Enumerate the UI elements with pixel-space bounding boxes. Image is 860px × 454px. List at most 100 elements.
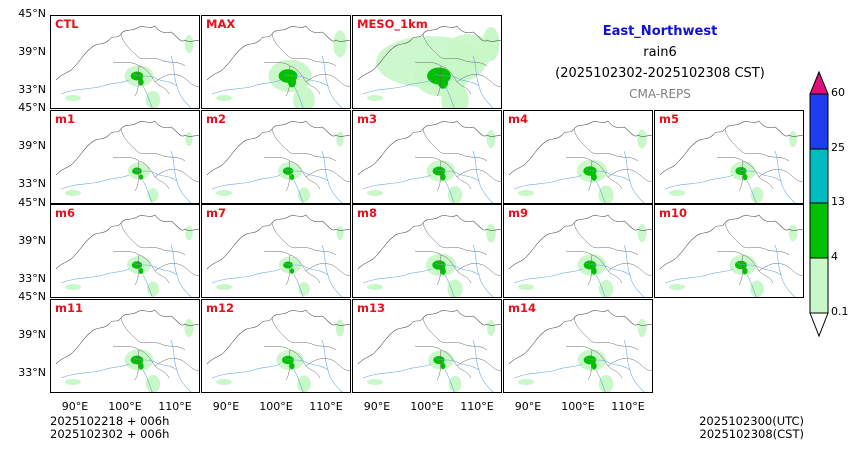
light-rain-area [367, 95, 383, 101]
panel-label: m1 [55, 111, 75, 126]
colorbar-label-60: 60 [831, 86, 845, 99]
colorbar-max-arrow [809, 70, 829, 95]
map-panel-m7: m7 [201, 204, 351, 298]
lat-tick-label: 45°N [18, 196, 46, 209]
moderate-rain-area [138, 361, 144, 370]
lon-tick-label: 90°E [61, 400, 89, 413]
province-border [112, 128, 199, 191]
river [362, 150, 494, 203]
light-rain-area [367, 189, 383, 196]
lat-tick-label: 45°N [18, 101, 46, 114]
colorbar [809, 70, 829, 338]
map-panel-m1: m1 [50, 109, 200, 204]
panel-label: m5 [659, 111, 679, 126]
source-label: CMA-REPS [629, 87, 691, 101]
lon-tick-label: 100°E [108, 400, 142, 413]
light-rain-area [185, 131, 193, 146]
light-rain-area [598, 374, 614, 392]
lon-tick-label: 110°E [309, 400, 343, 413]
colorbar-label-4: 4 [831, 250, 838, 263]
lat-tick-label: 45°N [18, 290, 46, 303]
country-border [357, 214, 501, 270]
river [362, 244, 494, 297]
lon-tick-label: 90°E [212, 400, 240, 413]
light-rain-area [298, 282, 310, 296]
province-border [263, 33, 350, 97]
colorbar-segment-25-60 [809, 93, 829, 150]
moderate-rain-area [282, 355, 294, 364]
moderate-rain-area [735, 260, 747, 270]
moderate-rain-area [742, 173, 748, 180]
lon-tick-label: 110°E [460, 400, 494, 413]
country-border [55, 309, 199, 364]
moderate-rain-area [132, 167, 142, 174]
light-rain-area [65, 284, 81, 290]
map-panel-m9: m9 [503, 204, 653, 298]
moderate-rain-area [583, 260, 597, 270]
country-border [508, 309, 652, 364]
river [513, 244, 645, 297]
light-rain-area [445, 34, 493, 70]
map-panel-ctl: CTL [50, 15, 200, 109]
footer-init-cst: 2025102302 + 006h [50, 427, 170, 441]
precip-map [55, 25, 199, 108]
river [60, 55, 192, 108]
light-rain-area [293, 86, 315, 108]
map-panel-m13: m13 [352, 298, 502, 393]
map-panel-m8: m8 [352, 204, 502, 298]
panel-label: m11 [55, 300, 83, 315]
footer-valid-cst: 2025102308(CST) [699, 427, 805, 441]
light-rain-area [487, 319, 495, 336]
country-border [357, 309, 501, 364]
river [211, 244, 343, 297]
river [211, 339, 343, 392]
light-rain-area [147, 187, 159, 202]
light-rain-area [518, 378, 534, 385]
light-rain-area [750, 186, 764, 203]
precip-map [357, 25, 501, 108]
moderate-rain-area [735, 166, 747, 175]
country-border [55, 120, 199, 175]
panel-label: m12 [206, 300, 234, 315]
moderate-rain-area [131, 261, 143, 269]
moderate-rain-area [591, 172, 597, 181]
light-rain-area [750, 280, 764, 297]
country-border [508, 120, 652, 175]
light-rain-area [216, 189, 232, 196]
light-rain-area [669, 284, 685, 290]
panel-label: MAX [206, 17, 236, 31]
colorbar-segment-13-25 [809, 148, 829, 204]
panel-label: CTL [55, 17, 79, 31]
moderate-rain-area [591, 267, 597, 275]
precip-map [508, 120, 652, 203]
map-panel-m12: m12 [201, 298, 351, 393]
river [60, 339, 192, 392]
precip-map [659, 214, 803, 297]
country-border [659, 120, 803, 175]
light-rain-area [65, 95, 81, 101]
light-rain-area [145, 374, 161, 392]
colorbar-segment-4-13 [809, 202, 829, 259]
province-border [716, 128, 803, 191]
light-rain-area [486, 223, 496, 243]
light-rain-area [441, 83, 469, 108]
river [664, 150, 796, 203]
light-rain-area [335, 319, 345, 336]
precip-map [206, 120, 350, 203]
lat-tick-label: 39°N [18, 139, 46, 152]
panel-label: m4 [508, 111, 528, 126]
map-panel-m4: m4 [503, 109, 653, 204]
light-rain-area [486, 129, 496, 148]
precip-map [508, 214, 652, 297]
panel-label: m7 [206, 206, 226, 220]
moderate-rain-area [289, 173, 295, 180]
panel-label: m3 [357, 111, 377, 126]
country-border [508, 214, 652, 270]
map-panel-m14: m14 [503, 298, 653, 393]
lat-tick-label: 33°N [18, 366, 46, 379]
province-border [263, 317, 350, 380]
panel-label: m6 [55, 206, 75, 220]
lon-tick-label: 100°E [259, 400, 293, 413]
moderate-rain-area [440, 362, 446, 369]
country-border [206, 120, 350, 175]
